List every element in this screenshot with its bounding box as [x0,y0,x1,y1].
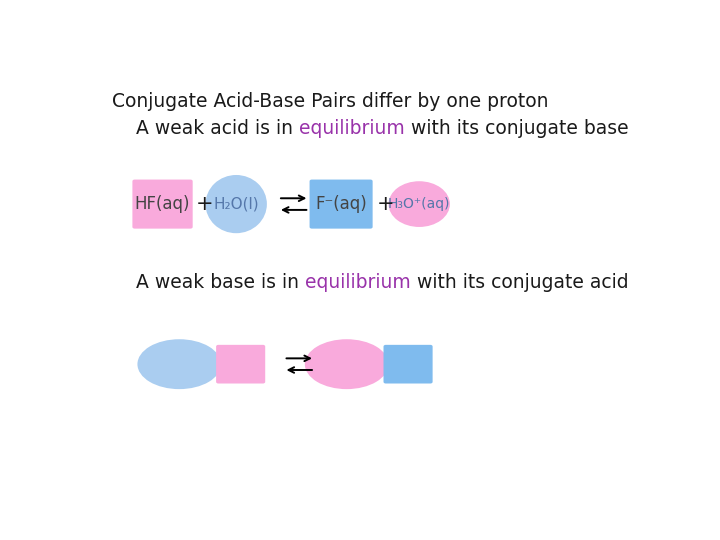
FancyBboxPatch shape [384,345,433,383]
Ellipse shape [138,339,221,389]
Text: +: + [377,194,395,214]
FancyBboxPatch shape [310,180,373,228]
Text: with its conjugate base: with its conjugate base [405,119,629,138]
Text: equilibrium: equilibrium [300,119,405,138]
Text: A weak base is in: A weak base is in [112,273,305,292]
Text: HF(aq): HF(aq) [135,195,190,213]
Text: H₂O(l): H₂O(l) [213,197,259,212]
Ellipse shape [205,175,267,233]
FancyBboxPatch shape [216,345,265,383]
Text: A weak acid is in: A weak acid is in [112,119,300,138]
Text: equilibrium: equilibrium [305,273,411,292]
Text: F⁻(aq): F⁻(aq) [315,195,367,213]
Text: Conjugate Acid-Base Pairs differ by one proton: Conjugate Acid-Base Pairs differ by one … [112,92,549,111]
Text: H₃O⁺(aq): H₃O⁺(aq) [388,197,451,211]
FancyBboxPatch shape [132,180,193,228]
Ellipse shape [305,339,389,389]
Text: with its conjugate acid: with its conjugate acid [411,273,629,292]
Text: +: + [196,194,213,214]
Ellipse shape [389,181,450,227]
